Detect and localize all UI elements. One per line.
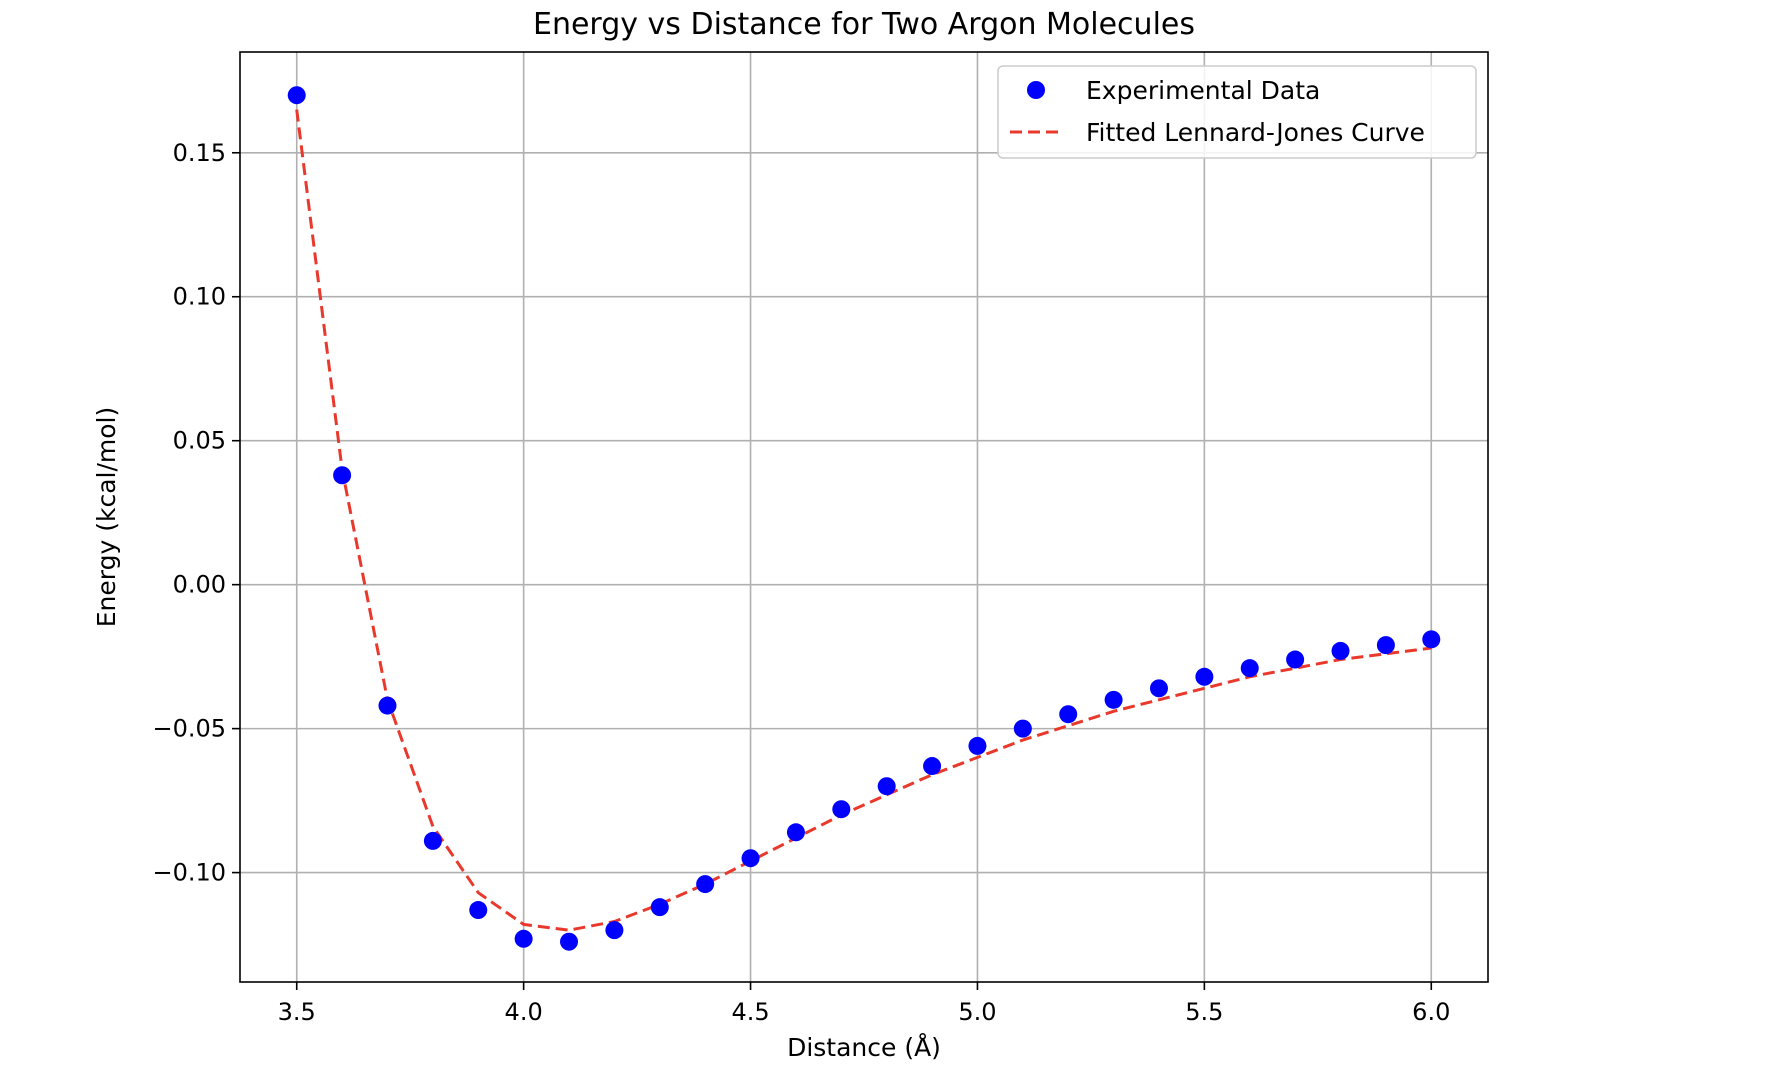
x-tick-label: 4.0 xyxy=(505,998,543,1026)
x-tick-label: 3.5 xyxy=(278,998,316,1026)
data-point xyxy=(1331,641,1350,660)
y-tick-label: 0.10 xyxy=(173,283,226,311)
data-point xyxy=(1240,659,1259,678)
data-point xyxy=(287,86,306,105)
y-tick-label: 0.15 xyxy=(173,139,226,167)
y-axis-ticks: −0.10 −0.05 0.00 0.05 0.10 0.15 xyxy=(152,139,240,887)
data-point xyxy=(923,757,942,776)
y-tick-label: −0.10 xyxy=(152,859,226,887)
data-point xyxy=(605,921,624,940)
data-point xyxy=(1149,679,1168,698)
data-point xyxy=(1376,636,1395,655)
data-point xyxy=(560,932,579,951)
legend-label-experimental-data: Experimental Data xyxy=(1086,76,1320,105)
legend-label-fitted-curve: Fitted Lennard-Jones Curve xyxy=(1086,118,1425,147)
data-point xyxy=(378,696,397,715)
data-point xyxy=(333,466,352,485)
x-tick-label: 4.5 xyxy=(731,998,769,1026)
data-points-layer xyxy=(287,86,1441,951)
x-tick-label: 5.5 xyxy=(1185,998,1223,1026)
data-point xyxy=(514,929,533,948)
x-axis-label: Distance (Å) xyxy=(787,1033,941,1062)
data-point xyxy=(650,898,669,917)
x-tick-label: 6.0 xyxy=(1412,998,1450,1026)
data-point xyxy=(1104,690,1123,709)
data-point xyxy=(1013,719,1032,738)
data-point xyxy=(1286,650,1305,669)
y-tick-label: 0.00 xyxy=(173,571,226,599)
data-point xyxy=(832,800,851,819)
x-tick-label: 5.0 xyxy=(958,998,996,1026)
fitted-curve-line xyxy=(295,109,1432,932)
x-axis-ticks: 3.5 4.0 4.5 5.0 5.5 6.0 xyxy=(278,982,1450,1026)
data-point xyxy=(469,901,488,920)
data-point xyxy=(423,831,442,850)
data-point xyxy=(968,736,987,755)
y-axis-label: Energy (kcal/mol) xyxy=(92,407,121,627)
y-tick-label: −0.05 xyxy=(152,715,226,743)
plot-area xyxy=(240,52,1488,982)
plot-frame xyxy=(239,51,1489,983)
chart-title: Energy vs Distance for Two Argon Molecul… xyxy=(533,7,1195,42)
data-point xyxy=(1059,705,1078,724)
data-point xyxy=(696,875,715,894)
legend-box xyxy=(997,65,1477,159)
fitted-curve-layer xyxy=(295,109,1432,932)
data-point xyxy=(877,777,896,796)
data-point xyxy=(1422,630,1441,649)
legend: Experimental Data Fitted Lennard-Jones C… xyxy=(997,65,1477,159)
legend-marker-experimental-data xyxy=(1027,81,1045,99)
data-point xyxy=(741,849,760,868)
data-point xyxy=(786,823,805,842)
data-point xyxy=(1195,667,1214,686)
grid-lines xyxy=(240,52,1488,982)
y-tick-label: 0.05 xyxy=(173,427,226,455)
